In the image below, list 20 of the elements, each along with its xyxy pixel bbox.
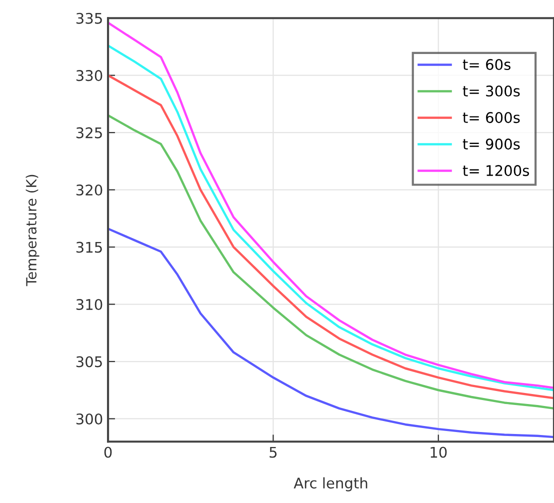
y-tick-label: 315 <box>76 242 102 253</box>
y-tick-label: 330 <box>76 70 102 82</box>
y-tick-label: 335 <box>76 12 102 24</box>
x-tick-label: 10 <box>430 446 447 458</box>
y-tick-label: 300 <box>76 413 102 424</box>
legend-label: t= 900s <box>462 138 520 150</box>
legend-label: t= 60s <box>462 59 510 70</box>
x-tick-label: 5 <box>270 446 277 458</box>
legend-label: t= 1200s <box>462 165 530 176</box>
x-axis-title: Arc length <box>294 477 368 492</box>
y-tick-label: 325 <box>76 127 102 138</box>
legend-label: t= 600s <box>462 112 520 124</box>
y-axis-title: Temperature (K) <box>26 174 40 286</box>
legend-label: t= 300s <box>462 86 520 97</box>
y-tick-label: 310 <box>76 298 102 310</box>
x-tick-label: 0 <box>104 446 112 458</box>
line-series <box>108 228 554 438</box>
line-series <box>108 114 554 410</box>
y-tick-label: 320 <box>76 184 102 196</box>
y-tick-label: 305 <box>76 356 102 368</box>
